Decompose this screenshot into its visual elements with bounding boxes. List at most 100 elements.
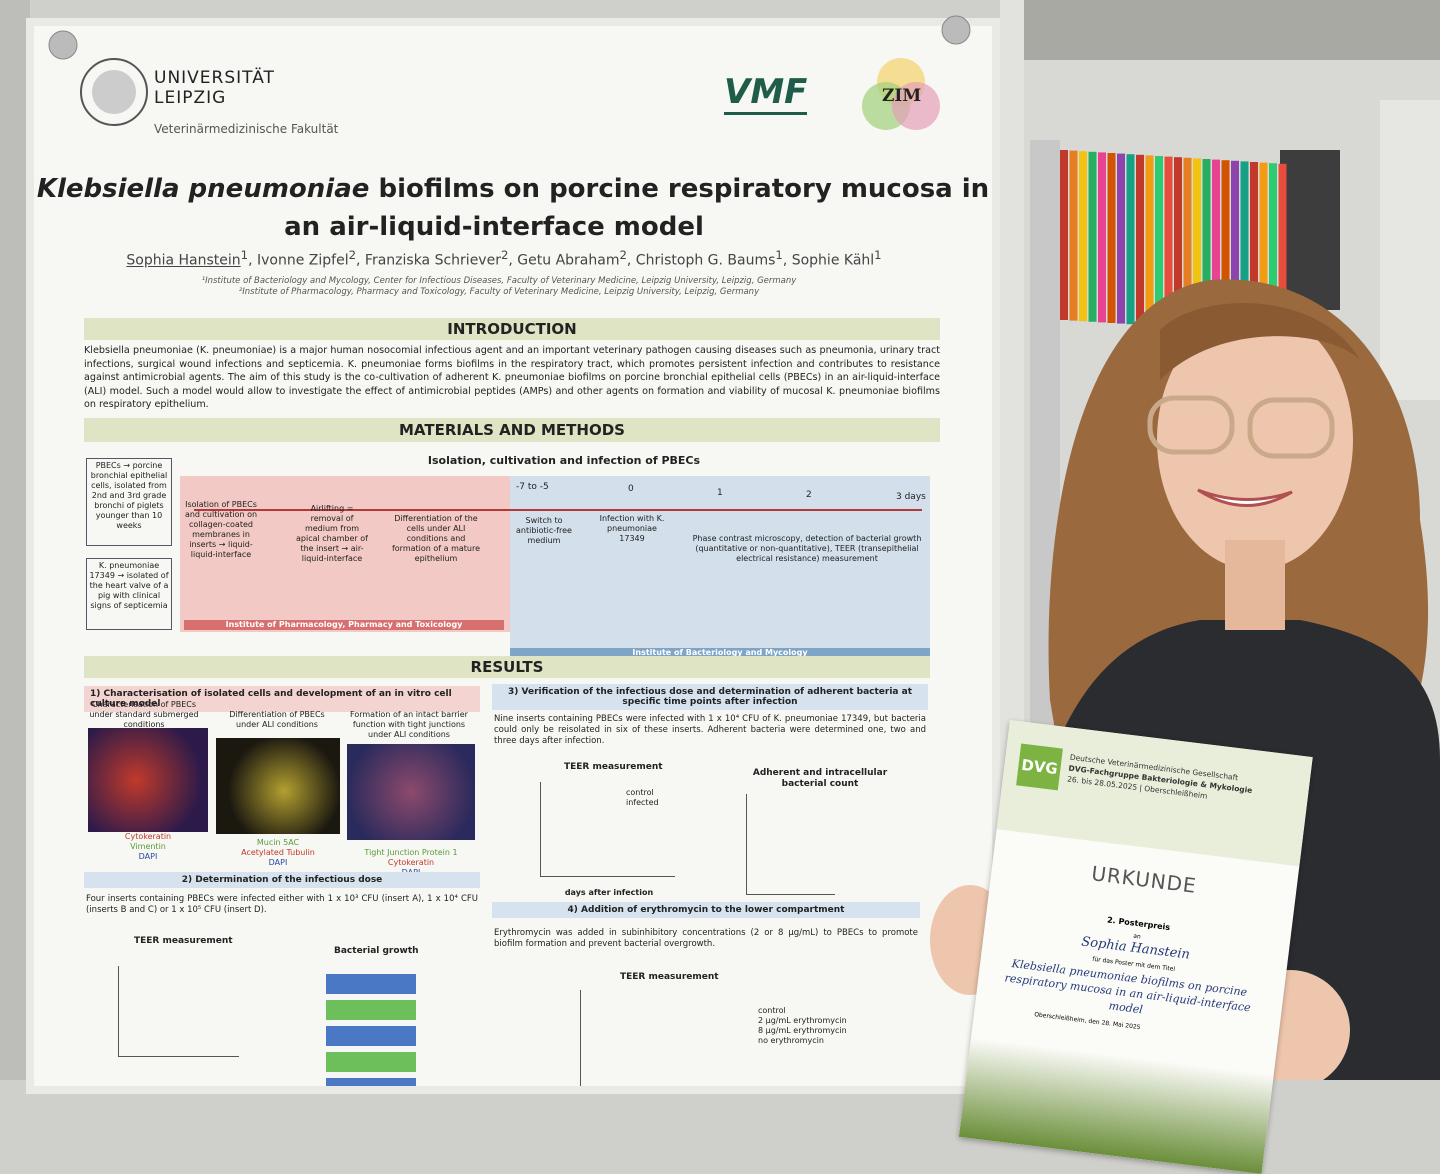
title-line: an air-liquid-interface model: [284, 212, 704, 242]
authors: Sophia Hanstein1, Ivonne Zipfel2, Franzi…: [126, 248, 882, 269]
wall-stripe: [1231, 160, 1239, 331]
methods-subtitle: Isolation, cultivation and infection of …: [427, 454, 701, 467]
chart-frame: [580, 990, 741, 1086]
wall-stripe: [1221, 160, 1230, 331]
subsection-heading: 3) Verification of the infectious dose a…: [492, 684, 928, 710]
legend-entry: no erythromycin: [758, 1036, 824, 1045]
chart-title: TEER measurement: [134, 936, 233, 946]
author: Getu Abraham: [517, 252, 620, 269]
wall-stripe: [1164, 156, 1173, 327]
affiliation: ²Institute of Pharmacology, Pharmacy and…: [238, 287, 760, 297]
stain: DAPI: [138, 852, 158, 861]
subsection-heading: 4) Addition of erythromycin to the lower…: [492, 902, 920, 918]
affiliation: ¹Institute of Bacteriology and Mycology,…: [201, 276, 797, 286]
wall-stripe: [1098, 152, 1106, 323]
step: Airlifting = removal of medium from apic…: [296, 504, 368, 563]
axis-label: days after infection: [564, 888, 654, 897]
legend: control infected: [626, 788, 659, 808]
institute-label: Institute of Bacteriology and Mycology: [510, 648, 930, 658]
intro-text: Klebsiella pneumoniae (K. pneumoniae) is…: [84, 345, 940, 410]
chart-frame: [540, 782, 675, 877]
wall-stripe: [1079, 151, 1087, 322]
author-aff: 2: [348, 248, 357, 262]
timeline: [194, 509, 922, 511]
step: Infection with K. pneumoniae 17349: [599, 514, 665, 543]
title: Klebsiella pneumoniae biofilms on porcin…: [34, 174, 992, 204]
growth-bars: [326, 974, 416, 1086]
stain: Acetylated Tubulin: [241, 848, 315, 857]
author-aff: 1: [775, 248, 783, 262]
legend-entry: control: [758, 1006, 786, 1015]
wall-stripe: [1126, 154, 1135, 325]
micrograph: [88, 728, 208, 832]
university-line: UNIVERSITÄT: [154, 68, 275, 88]
stain: Cytokeratin: [124, 832, 172, 841]
wall-stripe: [1240, 161, 1249, 332]
logo-vmf: VMF: [724, 72, 808, 115]
subsection-heading: 1) Characterisation of isolated cells an…: [84, 686, 480, 712]
section-text: Erythromycin was added in subinhibitory …: [494, 928, 918, 949]
wall-stripe: [1193, 158, 1201, 329]
stain-list: Mucin 5AC Acetylated Tubulin DAPI: [216, 838, 340, 868]
author: Ivonne Zipfel: [257, 252, 349, 269]
stain-list: Cytokeratin Vimentin DAPI: [88, 832, 208, 862]
certificate-footer: [958, 1037, 1274, 1174]
wall-stripe: [1136, 154, 1144, 325]
author-aff: 2: [500, 248, 509, 262]
legend-entry: infected: [626, 798, 659, 807]
wall-stripe: [1250, 162, 1258, 332]
author-aff: 1: [874, 248, 882, 262]
stain: Cytokeratin: [387, 858, 435, 867]
legend-entry: 2 µg/mL erythromycin: [758, 1016, 847, 1025]
poster: UNIVERSITÄT LEIPZIG Veterinärmedizinische…: [34, 26, 992, 1086]
timeline-label: 2: [806, 490, 812, 500]
subsection-heading: 2) Determination of the infectious dose: [84, 872, 480, 888]
chart-frame: [118, 966, 239, 1057]
wall-stripe: [1155, 156, 1163, 326]
chart-title: TEER measurement: [564, 762, 663, 772]
wall-stripe: [1174, 157, 1182, 328]
bacteriology-panel: [510, 476, 930, 664]
section-heading: MATERIALS AND METHODS: [84, 418, 940, 442]
chart-title: Adherent and intracellular bacterial cou…: [752, 768, 888, 789]
wall-stripe: [1269, 163, 1277, 334]
pharmacology-panel: [180, 476, 510, 632]
certificate-logo: DVG: [1016, 743, 1063, 791]
stain: Tight Junction Protein 1: [364, 848, 458, 857]
author: Franziska Schriever: [364, 252, 501, 269]
image-caption: Characterisation of PBECs under standard…: [89, 700, 199, 729]
wall-stripe: [1202, 159, 1211, 329]
author-aff: 2: [619, 248, 627, 262]
timeline-label: -7 to -5: [516, 482, 549, 492]
wall-stripe: [1145, 155, 1154, 326]
wall-stripe: [1088, 151, 1097, 322]
step: Isolation of PBECs and cultivation on co…: [184, 500, 258, 559]
image-caption: Differentiation of PBECs under ALI condi…: [229, 710, 325, 729]
affiliations: ¹Institute of Bacteriology and Mycology,…: [34, 276, 964, 298]
author: Sophia Hanstein: [126, 252, 241, 269]
logo-zim: ZIM: [882, 86, 922, 106]
step: Phase contrast microscopy, detection of …: [692, 534, 922, 563]
timeline-label: 3 days: [896, 492, 926, 502]
stain: Vimentin: [130, 842, 166, 851]
micrograph: [347, 744, 475, 840]
timeline-label: 1: [717, 488, 723, 498]
step: Differentiation of the cells under ALI c…: [391, 514, 481, 563]
author-aff: 1: [240, 248, 249, 262]
section-heading: RESULTS: [84, 656, 930, 678]
certificate: DVG Deutsche Veterinärmedizinische Gesel…: [958, 720, 1313, 1174]
legend-entry: 8 µg/mL erythromycin: [758, 1026, 847, 1035]
pins: [48, 15, 971, 60]
timeline-label: 0: [628, 484, 634, 494]
info-box: PBECs → porcine bronchial epithelial cel…: [86, 458, 172, 546]
university-seal: [80, 58, 148, 126]
title-italic: Klebsiella pneumoniae: [36, 174, 370, 204]
wall-stripe: [1107, 153, 1116, 323]
chart-frame: [746, 794, 835, 895]
logo-zim-mark: [862, 58, 940, 130]
wall-stripe: [1259, 162, 1268, 333]
author: Sophie Kähl: [791, 252, 875, 269]
title-rest: biofilms on porcine respiratory mucosa i…: [378, 174, 990, 204]
